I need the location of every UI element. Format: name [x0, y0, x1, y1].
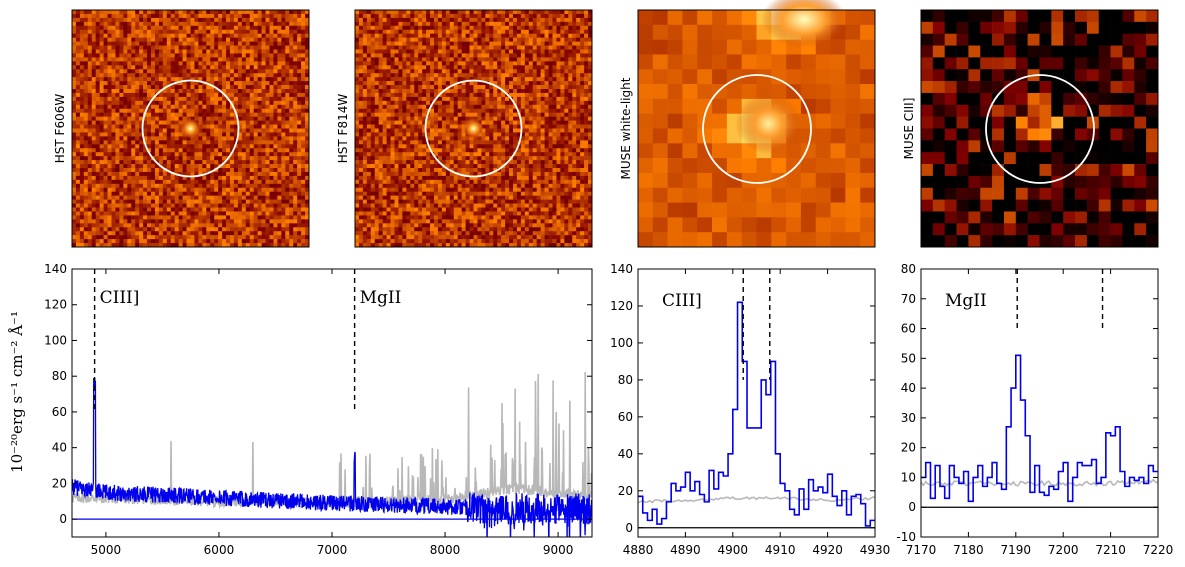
- x-tick-label: 9000: [543, 543, 574, 557]
- y-tick-label: 0: [908, 500, 916, 514]
- x-tick-label: 4930: [860, 543, 891, 557]
- hst-f606w-image: [72, 10, 310, 248]
- y-tick-label: -10: [896, 530, 916, 544]
- x-tick-label: 8000: [430, 543, 461, 557]
- chart-full-spectrum: CIII] MgII 5000 6000 7000 8000 9000 0 20 40 60 80 10…: [44, 262, 593, 557]
- y-tick-label: 10: [901, 470, 916, 484]
- y-tick-label: 60: [618, 410, 633, 424]
- x-tick-label: 5000: [91, 543, 122, 557]
- x-tick-label: 7180: [953, 543, 984, 557]
- series-line-object: [72, 378, 592, 537]
- x-tick-label: 4920: [812, 543, 843, 557]
- plot-frame: [637, 268, 876, 538]
- x-tick-label: 7000: [317, 543, 348, 557]
- y-tick-label: 60: [52, 405, 67, 419]
- y-tick-label: 40: [52, 441, 67, 455]
- image-panel-hst-f814w: HST F814W: [336, 9, 593, 248]
- y-tick-label: 120: [44, 298, 67, 312]
- y-tick-label: 80: [901, 262, 916, 276]
- x-tick-label: 4890: [670, 543, 701, 557]
- y-tick-label: 70: [901, 292, 916, 306]
- image-frame: [637, 9, 876, 248]
- image-panel-muse-ciii: MUSE CIII]: [902, 9, 1159, 248]
- line-marker-label: CIII]: [662, 291, 702, 311]
- y-tick-label: 40: [618, 447, 633, 461]
- image-panel-hst-f606w: HST F606W: [53, 9, 310, 248]
- x-tick-label: 7210: [1095, 543, 1126, 557]
- y-tick-label: 20: [52, 476, 67, 490]
- series-line-object: [921, 354, 1158, 503]
- y-tick-label: 80: [618, 373, 633, 387]
- chart-ciii-zoom: CIII] 4880 4890 4900 4910 4920 4930 0 20 40 60 80 10…: [610, 262, 890, 557]
- y-tick-label: 30: [901, 411, 916, 425]
- series-line-sky: [638, 495, 875, 504]
- y-tick-label: 0: [59, 512, 67, 526]
- image-frame: [71, 9, 310, 248]
- y-tick-label: 50: [901, 351, 916, 365]
- x-tick-label: 6000: [204, 543, 235, 557]
- muse-ciii-image: [921, 10, 1159, 248]
- image-frame: [920, 9, 1159, 248]
- line-marker-label: MgII: [945, 291, 987, 311]
- plot-frame: [71, 268, 593, 538]
- hst-f814w-image: [355, 10, 593, 248]
- panel-label-muse-white-light: MUSE white-light: [619, 77, 633, 179]
- panel-label-hst-f606w: HST F606W: [53, 94, 67, 164]
- y-tick-label: 60: [901, 322, 916, 336]
- x-tick-label: 7190: [1001, 543, 1032, 557]
- y-tick-label: 120: [610, 299, 633, 313]
- aperture-circle: [141, 79, 240, 178]
- chart-mgii-zoom: MgII 7170 7180 7190 7200 7210 7220 -10 0 10 20 30 40…: [896, 262, 1173, 557]
- y-tick-label: 100: [610, 336, 633, 350]
- y-tick-label: 100: [44, 333, 67, 347]
- muse-white-light-image: [638, 0, 876, 248]
- y-axis-label: 10⁻²⁰erg s⁻¹ cm⁻² Å⁻¹: [8, 311, 26, 473]
- line-marker-label: MgII: [360, 288, 402, 308]
- image-panel-muse-white-light: MUSE white-light: [619, 0, 876, 248]
- aperture-circle: [702, 74, 812, 184]
- image-frame: [354, 9, 593, 248]
- y-tick-label: 20: [901, 441, 916, 455]
- panel-label-hst-f814w: HST F814W: [336, 94, 350, 164]
- y-tick-label: 140: [44, 262, 67, 276]
- x-tick-label: 4910: [765, 543, 796, 557]
- series-line-object: [638, 301, 875, 527]
- aperture-circle: [985, 74, 1095, 184]
- x-tick-label: 4900: [718, 543, 749, 557]
- x-tick-label: 7220: [1143, 543, 1174, 557]
- x-tick-label: 7170: [906, 543, 937, 557]
- y-tick-label: 0: [625, 521, 633, 535]
- y-tick-label: 40: [901, 381, 916, 395]
- line-marker-label: CIII]: [100, 288, 140, 308]
- y-tick-label: 80: [52, 369, 67, 383]
- plot-frame: [920, 268, 1159, 538]
- x-tick-label: 4880: [623, 543, 654, 557]
- aperture-circle: [424, 79, 523, 178]
- y-tick-label: 20: [618, 484, 633, 498]
- x-tick-label: 7200: [1048, 543, 1079, 557]
- panel-label-muse-ciii: MUSE CIII]: [902, 98, 916, 160]
- y-tick-label: 140: [610, 262, 633, 276]
